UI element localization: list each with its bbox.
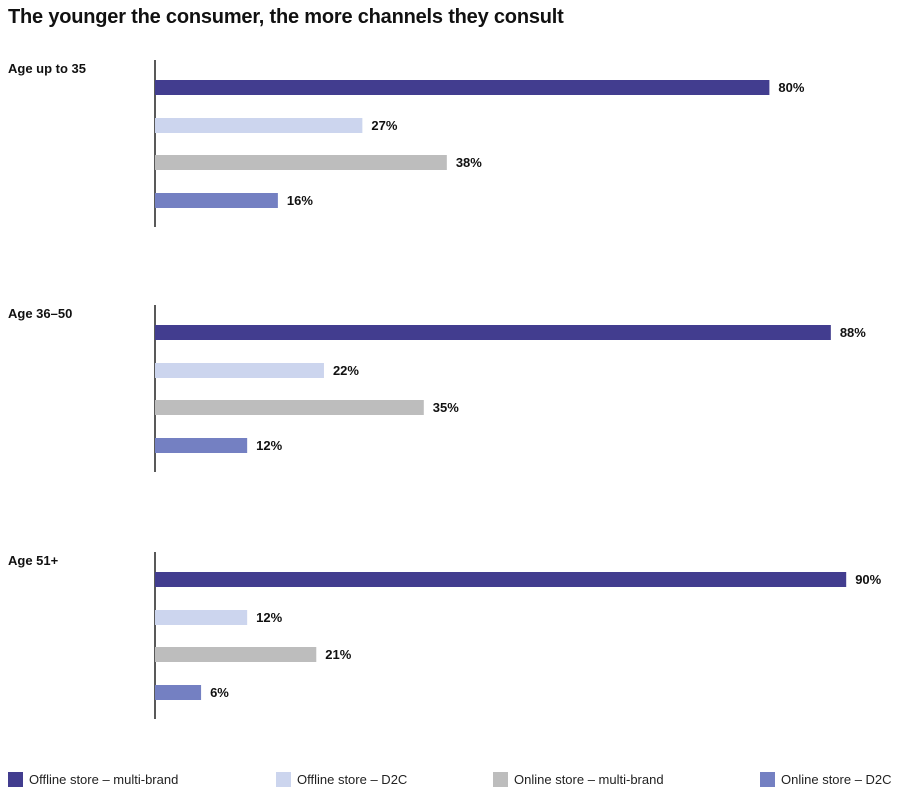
bar: [155, 400, 424, 415]
group-label: Age 36–50: [8, 306, 72, 321]
bar: [155, 438, 248, 453]
bar: [155, 80, 770, 95]
legend-swatch: [8, 772, 23, 787]
legend-label: Offline store – multi-brand: [29, 772, 179, 787]
chart-legend: Offline store – multi-brand Offline stor…: [0, 772, 900, 792]
group-label: Age up to 35: [8, 61, 86, 76]
group-label: Age 51+: [8, 553, 59, 568]
legend-item-offline-multi-brand: Offline store – multi-brand: [8, 772, 178, 787]
bar-value-label: 35%: [433, 400, 459, 415]
legend-label: Online store – D2C: [781, 772, 892, 787]
bar: [155, 610, 248, 625]
bar: [155, 118, 363, 133]
legend-swatch: [760, 772, 775, 787]
legend-item-online-multi-brand: Online store – multi-brand: [493, 772, 664, 787]
legend-swatch: [276, 772, 291, 787]
bar-value-label: 21%: [325, 647, 351, 662]
bar: [155, 363, 324, 378]
bar-chart: Age up to 35 80% 27% 38% 16% Age 36–50 88% 22% 3…: [8, 60, 882, 719]
bar-value-label: 27%: [371, 118, 397, 133]
bar-value-label: 6%: [210, 685, 229, 700]
legend-item-online-d2c: Online store – D2C: [760, 772, 892, 787]
legend-label: Online store – multi-brand: [514, 772, 664, 787]
bar: [155, 572, 847, 587]
bar-value-label: 16%: [287, 193, 313, 208]
bar: [155, 325, 831, 340]
bar-value-label: 38%: [456, 155, 482, 170]
bar: [155, 155, 447, 170]
bar-value-label: 12%: [256, 438, 282, 453]
bar-value-label: 88%: [840, 325, 866, 340]
bar: [155, 647, 317, 662]
bar-value-label: 90%: [855, 572, 881, 587]
bar: [155, 685, 202, 700]
bar-value-label: 80%: [778, 80, 804, 95]
legend-label: Offline store – D2C: [297, 772, 408, 787]
bar-value-label: 12%: [256, 610, 282, 625]
bar: [155, 193, 278, 208]
bar-value-label: 22%: [333, 363, 359, 378]
chart-title: The younger the consumer, the more chann…: [8, 6, 564, 28]
legend-item-offline-d2c: Offline store – D2C: [276, 772, 407, 787]
legend-swatch: [493, 772, 508, 787]
